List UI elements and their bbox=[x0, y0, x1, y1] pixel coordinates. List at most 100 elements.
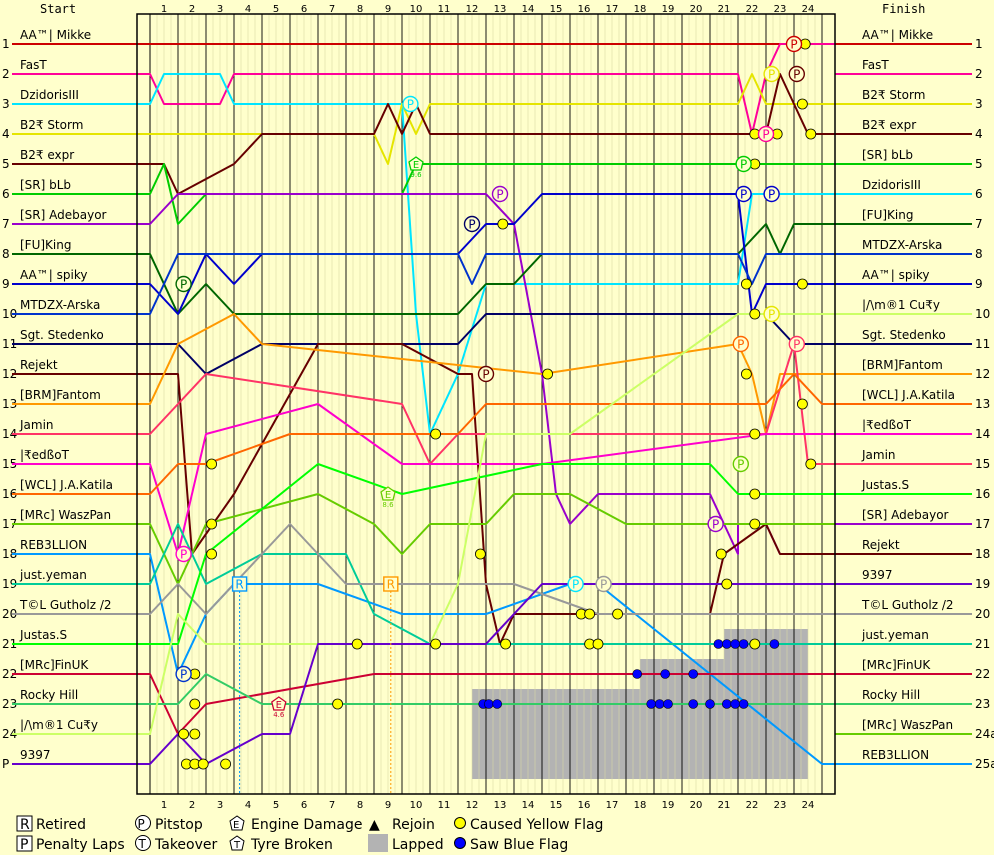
blue-flag-dot bbox=[688, 699, 699, 709]
engine-damage-note: 8.6 bbox=[382, 501, 394, 509]
finish-header: Finish bbox=[882, 2, 925, 16]
yellow-flag-dot bbox=[220, 758, 232, 770]
lap-number-top: 21 bbox=[718, 4, 731, 15]
blue-flag-dot bbox=[654, 699, 665, 709]
driver-line bbox=[137, 523, 835, 615]
finish-driver-name: just.yeman bbox=[861, 628, 929, 642]
pitstop-marker-letter: P bbox=[790, 38, 797, 52]
blue-flag-dot-icon bbox=[454, 837, 466, 849]
lap-number-top: 17 bbox=[606, 4, 619, 15]
start-driver-name: [SR] Adebayor bbox=[20, 208, 107, 222]
yellow-flag-dot bbox=[612, 608, 623, 620]
start-position-number: 13 bbox=[2, 397, 17, 411]
retired-icon bbox=[16, 815, 33, 832]
start-driver-name: Rejekt bbox=[20, 358, 58, 372]
finish-driver-name: [SR] Adebayor bbox=[862, 508, 949, 522]
start-position-number: 7 bbox=[2, 217, 10, 231]
lap-number-top: 13 bbox=[494, 4, 507, 15]
lap-number-bottom: 1 bbox=[161, 800, 167, 811]
start-driver-name: [MRc] WaszPan bbox=[20, 508, 111, 522]
finish-driver-name: T©L Gutholz /2 bbox=[861, 598, 954, 612]
start-driver-name: Justas.S bbox=[19, 628, 67, 642]
finish-position-number: 17 bbox=[975, 517, 990, 531]
pitstop-marker-letter: P bbox=[768, 188, 775, 202]
pitstop-marker-letter: P bbox=[762, 128, 769, 142]
finish-driver-name: AA™| spiky bbox=[862, 268, 929, 282]
yellow-flag-dot bbox=[197, 758, 209, 770]
driver-line bbox=[137, 73, 835, 195]
finish-position-number: 21 bbox=[975, 637, 990, 651]
start-position-number: 15 bbox=[2, 457, 17, 471]
blue-flag-dot bbox=[483, 699, 494, 709]
finish-position-number: 15 bbox=[975, 457, 990, 471]
lap-number-bottom: 22 bbox=[746, 800, 759, 811]
start-position-number: P bbox=[2, 757, 9, 771]
pitstop-marker-letter: P bbox=[737, 338, 744, 352]
lap-number-bottom: 20 bbox=[690, 800, 703, 811]
blue-flag-dot bbox=[492, 699, 503, 709]
legend-lapped-label: Lapped bbox=[392, 837, 444, 853]
retired-marker-letter: R bbox=[235, 578, 243, 592]
pitstop-marker-letter: P bbox=[407, 98, 414, 112]
start-position-number: 6 bbox=[2, 187, 10, 201]
engine-damage-marker-letter: E bbox=[413, 160, 419, 171]
legend: R Retired P Penalty Laps P Pitstop T Tak… bbox=[16, 815, 603, 853]
start-driver-name: [WCL] J.A.Katila bbox=[20, 478, 113, 492]
lap-number-top: 6 bbox=[301, 4, 307, 15]
start-position-number: 21 bbox=[2, 637, 17, 651]
blue-flag-dot bbox=[660, 669, 671, 679]
lap-number-bottom: 13 bbox=[494, 800, 507, 811]
pitstop-marker bbox=[477, 365, 495, 383]
tyre-broken-icon-letter: T bbox=[233, 840, 241, 851]
yellow-flag-dot bbox=[189, 698, 201, 710]
lapped-swatch-icon bbox=[368, 834, 388, 852]
pitstop-marker-letter: P bbox=[600, 578, 607, 592]
finish-driver-name: Rocky Hill bbox=[862, 688, 920, 702]
start-driver-name: [SR] bLb bbox=[20, 178, 71, 192]
driver-labels: 123456789101112131415161718192021222324P… bbox=[2, 28, 994, 771]
engine-damage-marker-letter: E bbox=[385, 490, 391, 501]
pitstop-marker bbox=[763, 305, 780, 323]
finish-position-number: 3 bbox=[975, 97, 983, 111]
lap-number-bottom: 15 bbox=[550, 800, 563, 811]
yellow-flag-dot bbox=[797, 278, 808, 290]
pitstop-marker bbox=[757, 125, 775, 143]
start-driver-name: |₹edßoT bbox=[20, 448, 70, 462]
lap-number-top: 20 bbox=[690, 4, 703, 15]
pitstop-marker bbox=[567, 575, 584, 593]
lap-number-bottom: 7 bbox=[329, 800, 335, 811]
lap-number-top: 12 bbox=[466, 4, 479, 15]
yellow-flag-dot bbox=[741, 368, 752, 380]
start-driver-name: FasT bbox=[20, 58, 47, 72]
finish-driver-name: Rejekt bbox=[862, 538, 900, 552]
yellow-flag-dot bbox=[749, 488, 761, 500]
blue-flag-dot bbox=[730, 639, 741, 649]
pitstop-marker bbox=[402, 95, 419, 113]
start-position-number: 22 bbox=[2, 667, 17, 681]
finish-position-number: 14 bbox=[975, 427, 990, 441]
lap-number-bottom: 18 bbox=[634, 800, 647, 811]
legend-retired: R Retired bbox=[16, 815, 86, 833]
pitstop-marker-letter: P bbox=[712, 518, 719, 532]
finish-position-number: 18 bbox=[975, 547, 990, 561]
yellow-flag-dot bbox=[797, 98, 808, 110]
lap-number-bottom: 21 bbox=[718, 800, 731, 811]
finish-driver-name: [WCL] J.A.Katila bbox=[862, 388, 955, 402]
legend-blue-label: Saw Blue Flag bbox=[470, 837, 568, 853]
lap-number-top: 18 bbox=[634, 4, 647, 15]
yellow-flag-dot bbox=[189, 728, 201, 740]
pitstop-marker-letter: P bbox=[180, 278, 187, 292]
pitstop-marker bbox=[707, 515, 724, 533]
yellow-flag-dot bbox=[721, 578, 733, 590]
yellow-flag-dot bbox=[749, 428, 761, 440]
retired-icon-letter: R bbox=[20, 817, 30, 833]
pitstop-marker bbox=[785, 35, 803, 53]
blue-flag-dot bbox=[713, 639, 724, 649]
pitstop-marker bbox=[732, 335, 749, 353]
driver-line bbox=[137, 343, 835, 645]
blue-flag-dot bbox=[769, 639, 780, 649]
yellow-flag-dot bbox=[592, 638, 604, 650]
finish-position-number: 12 bbox=[975, 367, 990, 381]
legend-yellow: Caused Yellow Flag bbox=[454, 817, 603, 833]
lap-number-bottom: 2 bbox=[189, 800, 195, 811]
